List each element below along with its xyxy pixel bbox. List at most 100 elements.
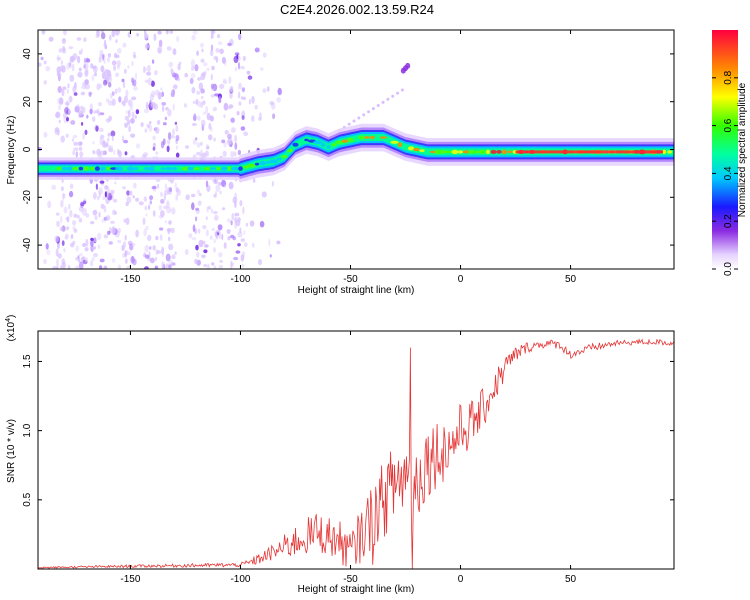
spectrogram-noise-cell (77, 141, 83, 147)
spectrogram-core-cell (254, 162, 260, 166)
spectrogram-noise-cell (127, 251, 131, 256)
spectrogram-noise-cell (59, 65, 64, 72)
spectrogram-noise-cell (71, 63, 75, 72)
spectrogram-noise-cell (175, 125, 179, 132)
spectrogram-noise-cell (184, 72, 188, 78)
spectrogram-noise-cell (74, 265, 80, 269)
spectrogram-noise-cell (230, 151, 235, 158)
spectrogram-noise-cell (90, 244, 94, 252)
spectrogram-noise-cell (234, 66, 237, 72)
spectrogram-noise-cell (171, 254, 176, 260)
spectrogram-noise-cell (60, 215, 63, 224)
spectrogram-noise-cell (269, 101, 275, 106)
spectrogram-noise-cell (84, 69, 89, 77)
spectrogram-noise-cell (133, 86, 138, 91)
spectrogram-noise-cell (205, 180, 209, 188)
spectrogram-noise-cell (84, 247, 89, 252)
spectrogram-noise-cell (268, 238, 271, 247)
spectrogram-noise-cell (147, 204, 151, 210)
snr-x-ticks: -150 -100 -50 0 50 (120, 331, 577, 585)
spectrogram-noise-cell (105, 215, 111, 221)
spectrogram-noise-cell (99, 112, 105, 116)
spectrogram-noise-cell (177, 77, 181, 82)
spectrogram-core-cell (496, 150, 502, 154)
spectrogram-noise-cell (197, 77, 202, 81)
spectrogram-core-cell (413, 147, 420, 152)
spectrogram-noise-cell (70, 120, 76, 125)
spectrogram-noise-cell (78, 67, 82, 72)
spectrogram-noise-cell (258, 259, 262, 266)
spectrogram-noise-cell (46, 249, 51, 256)
spectrogram-noise-cell (230, 220, 233, 226)
spectrogram-noise-cell (163, 193, 167, 201)
spectrogram-noise-cell (83, 62, 89, 70)
spectrogram-noise-cell (43, 258, 47, 265)
colorbar-label: Normalized spectral amplitude (737, 82, 748, 217)
spectrogram-noise-cell (207, 205, 212, 210)
spectrogram-noise-cell (168, 61, 174, 68)
spectrogram-noise-cell (62, 193, 66, 199)
spectrogram-noise-cell (215, 184, 221, 192)
spectrogram-x-tick-label: 0 (458, 274, 464, 285)
spectrogram-noise-cell (61, 88, 65, 97)
spectrogram-noise-cell (82, 81, 88, 86)
spectrogram-noise-cell (57, 97, 61, 105)
spectrogram-noise-cell (79, 151, 84, 158)
spectrogram-noise-cell (272, 113, 276, 120)
spectrogram-noise-cell (214, 93, 219, 97)
spectrogram-noise-cell (233, 151, 237, 157)
snr-x-tick-label: 0 (458, 574, 464, 585)
spectrogram-noise-cell (237, 149, 242, 156)
spectrogram-noise-cell (152, 146, 156, 151)
spectrogram-core-cell (72, 166, 79, 171)
spectrogram-noise-cell (75, 151, 79, 158)
spectrogram-noise-cell (219, 83, 225, 90)
spectrogram-noise-cell (196, 90, 201, 96)
spectrogram-noise-cell (170, 227, 175, 234)
spectrogram-noise-cell (200, 141, 203, 146)
spectrogram-noise-cell (115, 88, 118, 95)
spectrogram-noise-cell (160, 198, 165, 204)
spectrogram-noise-cell (112, 198, 118, 203)
spectrogram-noise-cell (173, 84, 178, 90)
spectrogram-core-cell (424, 150, 431, 154)
spectrogram-noise-cell (201, 48, 204, 53)
spectrogram-noise-cell (130, 117, 135, 124)
spectrogram-core-cell (171, 167, 178, 171)
spectrogram-noise-cell (166, 206, 172, 214)
spectrogram-noise-cell (195, 216, 198, 222)
spectrogram-noise-cell (160, 210, 165, 218)
spectrogram-noise-cell (74, 105, 80, 113)
spectrogram-noise-cell (159, 227, 164, 231)
spectrogram-noise-cell (210, 30, 216, 35)
spectrogram-core-cell (397, 142, 403, 148)
spectrogram-noise-cell (210, 44, 214, 51)
spectrogram-noise-cell (211, 65, 215, 71)
spectrogram-noise-cell (163, 205, 168, 210)
spectrogram-noise-cell (72, 85, 77, 94)
spectrogram-core-cell (445, 150, 454, 154)
spectrogram-noise-cell (195, 98, 199, 106)
spectrogram-noise-cell (201, 254, 206, 259)
spectrogram-noise-cell (223, 114, 226, 119)
spectrogram-noise-cell (134, 115, 137, 119)
spectrogram-noise-cell (238, 101, 242, 106)
spectrogram-noise-cell (155, 249, 159, 256)
spectrogram-noise-cell (123, 139, 129, 144)
spectrogram-noise-cell (109, 226, 112, 234)
spectrogram-noise-cell (222, 80, 228, 85)
spectrogram-noise-cell (128, 125, 132, 133)
spectrogram-core-cell (269, 159, 278, 164)
spectrogram-noise-cell (66, 89, 70, 94)
spectrogram-noise-cell (60, 135, 65, 143)
spectrogram-noise-cell (164, 183, 167, 190)
spectrogram-noise-cell (107, 230, 111, 235)
spectrogram-core-cell (292, 142, 299, 147)
spectrogram-noise-cell (191, 193, 196, 198)
spectrogram-noise-cell (122, 186, 126, 190)
spectrogram-noise-cell (211, 227, 215, 232)
spectrogram-core-cell (281, 155, 288, 159)
spectrogram-noise-cell (82, 259, 88, 265)
spectrogram-noise-cell (215, 48, 220, 53)
spectrogram-noise-cell (118, 150, 122, 158)
